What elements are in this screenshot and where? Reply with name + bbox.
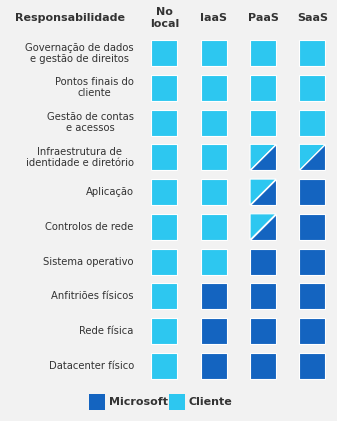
Bar [168,394,184,410]
Text: Responsabilidade: Responsabilidade [15,13,125,23]
Bar [152,353,178,379]
Bar [250,248,276,274]
Bar [89,394,104,410]
Text: Microsoft: Microsoft [109,397,167,407]
Bar [299,214,325,240]
Bar [201,109,227,136]
Bar [299,109,325,136]
Bar [299,40,325,66]
Bar [152,75,178,101]
Bar [250,40,276,66]
Polygon shape [250,179,276,205]
Text: Cliente: Cliente [188,397,232,407]
Bar [201,318,227,344]
Bar [250,353,276,379]
Polygon shape [250,214,276,240]
Bar [299,353,325,379]
Bar [299,318,325,344]
Text: Gestão de contas
e acessos: Gestão de contas e acessos [47,112,134,133]
Text: Sistema operativo: Sistema operativo [43,256,134,266]
Bar [299,248,325,274]
Bar [201,144,227,171]
Text: Infraestrutura de
identidade e diretório: Infraestrutura de identidade e diretório [26,147,134,168]
Text: Pontos finais do
cliente: Pontos finais do cliente [55,77,134,99]
Bar [152,283,178,309]
Bar [152,144,178,171]
Polygon shape [250,144,276,171]
Bar [201,75,227,101]
Text: Anfitriões físicos: Anfitriões físicos [51,291,134,301]
Text: SaaS: SaaS [297,13,328,23]
Bar [152,318,178,344]
Bar [250,318,276,344]
Bar [152,214,178,240]
Bar [152,109,178,136]
Bar [201,40,227,66]
Bar [152,248,178,274]
Bar [152,40,178,66]
Bar [250,75,276,101]
Text: Rede física: Rede física [80,326,134,336]
Text: Controlos de rede: Controlos de rede [45,222,134,232]
Text: IaaS: IaaS [200,13,227,23]
Bar [299,75,325,101]
Polygon shape [250,179,276,205]
Polygon shape [250,214,276,240]
Text: No
local: No local [150,7,179,29]
Bar [299,179,325,205]
Text: Datacenter físico: Datacenter físico [49,361,134,371]
Bar [201,214,227,240]
Bar [201,248,227,274]
Polygon shape [299,144,325,171]
Bar [250,109,276,136]
Text: Aplicação: Aplicação [86,187,134,197]
Bar [250,283,276,309]
Polygon shape [299,144,325,171]
Bar [201,283,227,309]
Polygon shape [250,144,276,171]
Bar [299,283,325,309]
Text: PaaS: PaaS [248,13,278,23]
Bar [152,179,178,205]
Text: Governação de dados
e gestão de direitos: Governação de dados e gestão de direitos [25,43,134,64]
Bar [201,353,227,379]
Bar [201,179,227,205]
